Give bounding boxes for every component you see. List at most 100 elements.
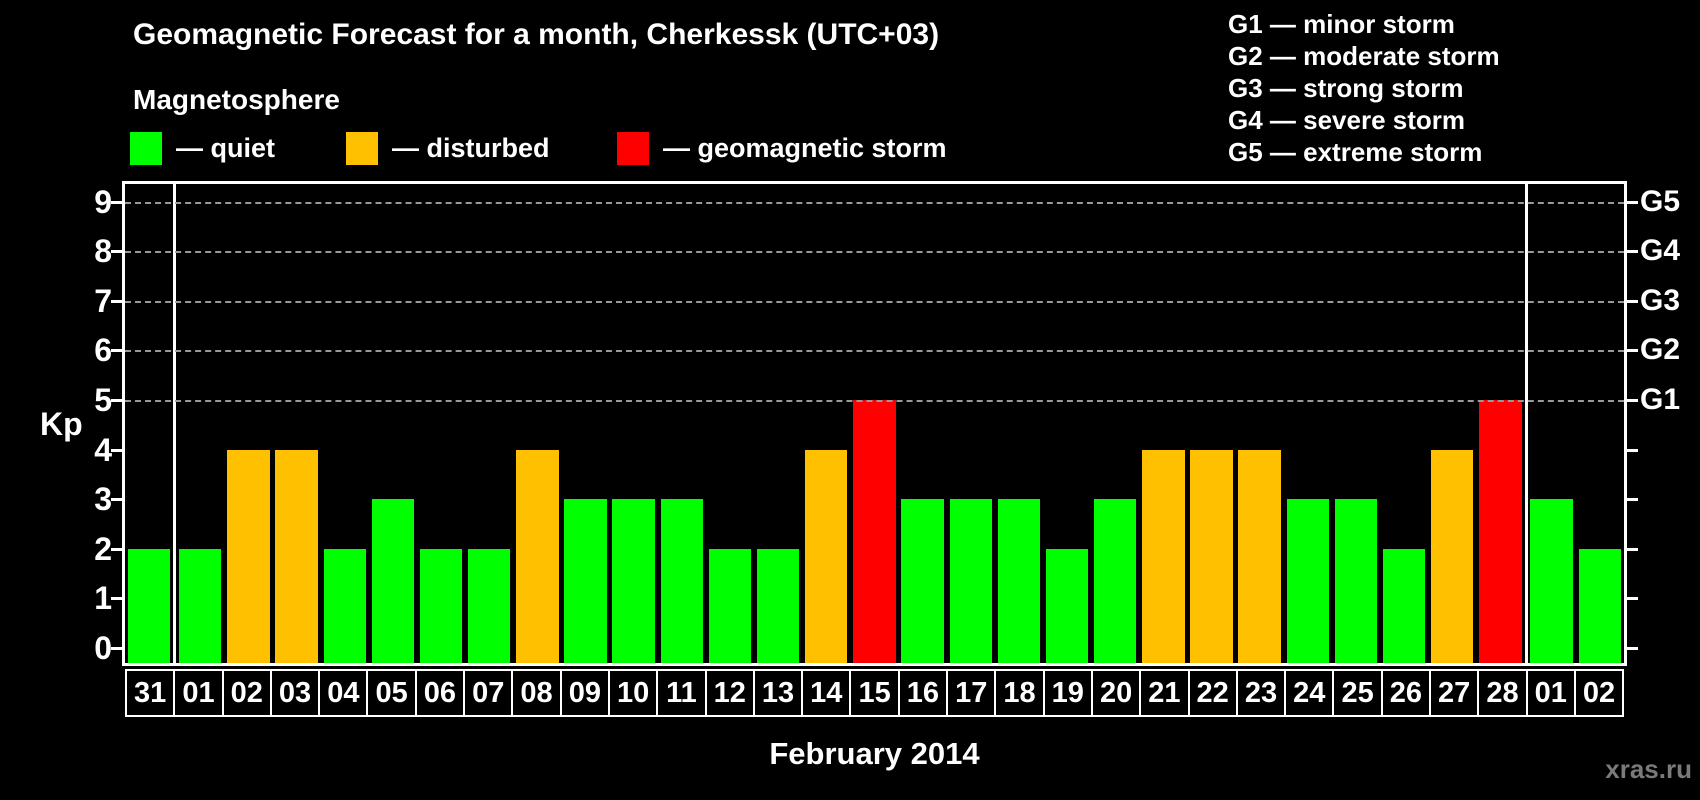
right-tick-kp4: [1627, 449, 1638, 452]
bar-slot-14: [802, 184, 850, 663]
g-axis-label-g3: G3: [1640, 284, 1681, 317]
g-axis-label-g4: G4: [1640, 234, 1681, 267]
day-label: 03: [269, 669, 321, 717]
g2-legend-line: G2 — moderate storm: [1228, 41, 1500, 71]
kp-bar: [853, 400, 896, 663]
kp-bar: [564, 499, 607, 663]
day-label: 21: [1139, 669, 1190, 717]
day-label: 27: [1429, 669, 1480, 717]
legend-quiet-label: — quiet: [176, 133, 275, 163]
kp-bar: [1382, 549, 1426, 663]
g-axis-label-g2: G2: [1640, 333, 1681, 366]
bar-slot-08: [513, 184, 561, 663]
bar-slot-16: [899, 184, 947, 663]
kp-bar: [467, 549, 511, 663]
bar-slot-07: [465, 184, 513, 663]
left-tick-kp3: [111, 498, 122, 501]
legend-disturbed-label: — disturbed: [392, 133, 550, 163]
day-label: 20: [1090, 669, 1142, 717]
bar-slot-13: [754, 184, 802, 663]
left-tick-kp4: [111, 449, 122, 452]
kp-bar: [1431, 450, 1474, 663]
y-axis-label-8: 8: [94, 233, 112, 269]
day-label: 28: [1477, 669, 1528, 717]
g5-legend-line: G5 — extreme storm: [1228, 137, 1483, 167]
y-axis-label-7: 7: [94, 283, 112, 319]
left-tick-kp7: [111, 300, 122, 303]
kp-bar: [227, 450, 270, 663]
kp-bar: [708, 549, 752, 663]
left-tick-kp0: [111, 647, 122, 650]
day-label: 18: [994, 669, 1045, 717]
y-axis-label-1: 1: [94, 580, 112, 616]
gridline-kp9: [125, 202, 1624, 204]
bar-slot-15: [850, 184, 898, 663]
y-axis-label-3: 3: [94, 481, 112, 517]
left-tick-kp5: [111, 399, 122, 402]
bar-slot-01: [1528, 184, 1576, 663]
bar-slot-03: [272, 184, 320, 663]
g-scale-legend: G1 — minor storm G2 — moderate storm G3 …: [1228, 8, 1500, 168]
legend-storm-label: — geomagnetic storm: [663, 133, 947, 163]
day-label: 07: [463, 669, 514, 717]
g1-legend-line: G1 — minor storm: [1228, 9, 1455, 39]
kp-bar: [997, 499, 1041, 663]
left-tick-kp8: [111, 250, 122, 253]
kp-bar: [1142, 450, 1185, 663]
day-label: 09: [559, 669, 610, 717]
kp-bar: [1094, 499, 1137, 663]
kp-bar: [1530, 499, 1573, 663]
right-tick-kp3: [1627, 498, 1638, 501]
day-label: 02: [221, 669, 272, 717]
right-tick-kp1: [1627, 597, 1638, 600]
gridline-kp5: [125, 400, 1624, 402]
day-label: 31: [125, 669, 176, 717]
kp-bar: [323, 549, 366, 663]
day-label: 04: [318, 669, 369, 717]
bar-slot-24: [1284, 184, 1332, 663]
day-label: 14: [801, 669, 852, 717]
magnetosphere-label: Magnetosphere: [133, 84, 340, 115]
day-label-row: 31 01 02 03 04 05 06 07 08 09 10 11 12 13 14 15 16 17 18 19…: [125, 669, 1625, 717]
kp-bar: [179, 549, 222, 663]
y-axis-label-9: 9: [94, 184, 112, 220]
day-label: 23: [1235, 669, 1287, 717]
day-label: 08: [511, 669, 562, 717]
y-axis-label-2: 2: [94, 531, 112, 567]
quiet-swatch: [130, 132, 162, 165]
bar-slot-20: [1091, 184, 1139, 663]
bar-slot-27: [1428, 184, 1476, 663]
day-label: 22: [1187, 669, 1238, 717]
day-label: 01: [173, 669, 224, 717]
bar-slot-17: [947, 184, 995, 663]
g-axis-label-g5: G5: [1640, 185, 1681, 218]
left-tick-kp1: [111, 597, 122, 600]
kp-bar: [275, 450, 318, 663]
bar-slot-01: [176, 184, 224, 663]
gridline-kp7: [125, 301, 1624, 303]
kp-bar: [756, 549, 800, 663]
bar-slot-02: [1576, 184, 1624, 663]
kp-bar: [949, 499, 992, 663]
g-axis-label-g1: G1: [1640, 383, 1681, 416]
legend-item-storm: — geomagnetic storm: [617, 132, 947, 165]
kp-bar: [1286, 499, 1330, 663]
right-tick-kp2: [1627, 548, 1638, 551]
day-label: 16: [897, 669, 949, 717]
bar-slot-22: [1187, 184, 1235, 663]
bar-slot-21: [1139, 184, 1187, 663]
kp-bar: [419, 549, 463, 663]
kp-bar: [660, 499, 703, 663]
bar-slot-05: [369, 184, 417, 663]
bar-slot-18: [995, 184, 1043, 663]
storm-swatch: [617, 132, 649, 165]
kp-bar: [805, 450, 848, 663]
legend-item-quiet: — quiet: [130, 132, 275, 165]
bar-slot-25: [1332, 184, 1380, 663]
y-axis-label-5: 5: [94, 382, 112, 418]
g3-legend-line: G3 — strong storm: [1228, 73, 1464, 103]
left-tick-kp6: [111, 349, 122, 352]
right-tick-kp5: [1627, 399, 1638, 402]
left-tick-kp9: [111, 201, 122, 204]
kp-bar: [1238, 450, 1281, 663]
